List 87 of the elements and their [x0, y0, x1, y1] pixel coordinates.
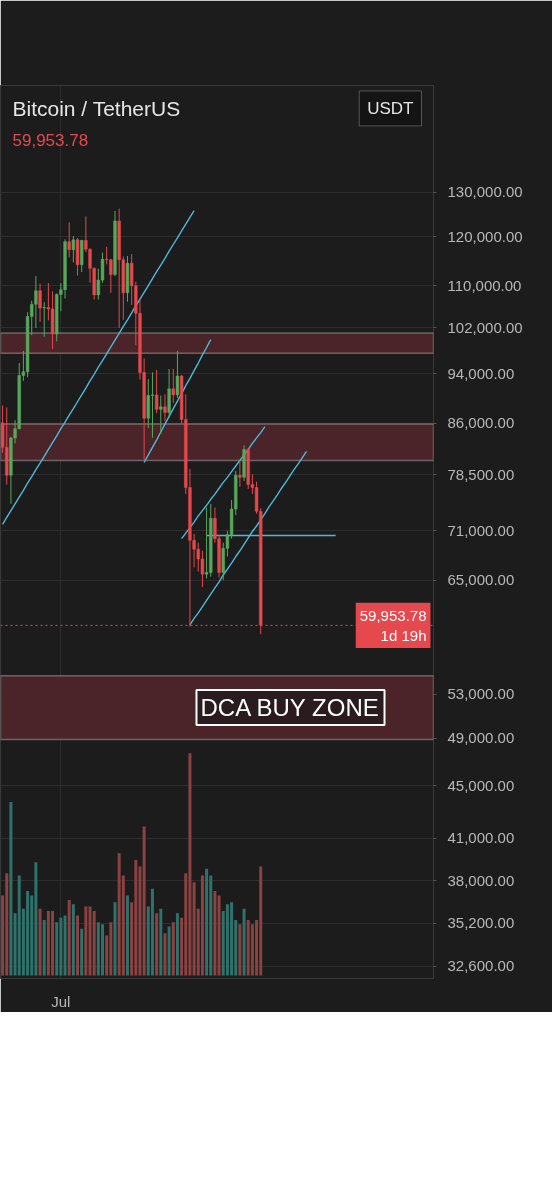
line-series — [143, 338, 212, 464]
y-tick-label: 86,000.00 — [447, 414, 515, 432]
bar — [200, 875, 204, 976]
candlestick — [42, 301, 46, 338]
bar — [38, 908, 42, 976]
candlestick — [204, 507, 209, 579]
bar — [76, 915, 80, 976]
bar — [205, 868, 209, 976]
candlestick — [163, 393, 167, 422]
bar — [134, 859, 138, 976]
bar — [217, 895, 221, 976]
candlestick — [167, 368, 171, 419]
bar — [167, 926, 171, 976]
y-tick-label: 65,000.00 — [447, 571, 515, 589]
y-tick-label: 41,000.00 — [447, 829, 515, 847]
y-tick-label: 45,000.00 — [447, 776, 515, 794]
bar — [213, 891, 217, 976]
bar — [17, 875, 21, 976]
candlestick — [171, 368, 175, 404]
y-tick-label: 94,000.00 — [447, 364, 515, 382]
y-axis-title: USDT — [367, 98, 414, 118]
bar — [238, 924, 242, 976]
bar — [171, 922, 175, 976]
y-tick-label: 110,000.00 — [447, 276, 522, 294]
bar — [159, 908, 163, 976]
bar — [46, 911, 50, 976]
y-tick-label: 53,000.00 — [447, 685, 515, 703]
bar — [92, 911, 96, 976]
bar — [5, 873, 9, 976]
candlestick — [159, 395, 163, 435]
bar — [42, 919, 46, 976]
bar — [175, 913, 179, 976]
candlestick — [154, 369, 159, 414]
bar — [63, 915, 67, 976]
y-tick-label: 120,000.00 — [447, 227, 523, 245]
candlestick — [34, 275, 38, 329]
bar — [88, 906, 92, 976]
line-series — [180, 426, 266, 540]
bar — [155, 913, 159, 976]
line-series — [1, 209, 195, 526]
bar — [34, 862, 38, 976]
bar — [259, 866, 263, 976]
y-tick-label: 71,000.00 — [447, 521, 515, 539]
candlestick — [109, 258, 113, 294]
candlestick — [71, 235, 76, 263]
bar — [163, 933, 167, 976]
bar — [113, 902, 117, 976]
bar — [26, 891, 30, 976]
bar — [96, 922, 100, 976]
text: 59,953.78 — [12, 131, 89, 151]
bar — [59, 917, 63, 976]
bar — [80, 928, 84, 976]
candlestick — [67, 221, 71, 258]
bar — [101, 924, 104, 976]
bar — [242, 908, 246, 976]
band-label: DCA BUY ZONE — [200, 694, 379, 722]
y-tick-label: 38,000.00 — [447, 871, 515, 889]
y-tick-label: 102,000.00 — [447, 318, 523, 336]
bar — [9, 802, 13, 976]
y-tick-label: 130,000.00 — [447, 183, 523, 201]
bar — [67, 899, 71, 976]
bar — [125, 895, 129, 976]
x-tick-label: Jul — [51, 992, 71, 1010]
bar — [55, 922, 59, 976]
bar — [246, 919, 250, 976]
bar — [117, 853, 121, 976]
bar — [84, 906, 88, 976]
y-tick-label: 78,500.00 — [447, 465, 515, 483]
y-tick-label: 49,000.00 — [447, 729, 515, 747]
bar — [71, 904, 75, 976]
y-tick-label: 32,600.00 — [447, 957, 515, 975]
y-tick-label: 35,200.00 — [447, 914, 515, 932]
candlestick — [150, 371, 155, 439]
bar — [188, 753, 192, 976]
bar — [51, 911, 55, 976]
candlestick — [175, 350, 180, 399]
bar — [142, 826, 146, 976]
candlestick — [238, 459, 242, 488]
text: Bitcoin / TetherUS — [12, 96, 181, 120]
bar — [230, 902, 234, 976]
bar — [225, 904, 229, 976]
bar — [192, 882, 196, 976]
bar — [250, 924, 254, 976]
bar — [150, 888, 154, 976]
ref-line-label: 59,953.78 1d 19h — [359, 606, 427, 645]
bar — [109, 922, 113, 976]
candlestick — [38, 283, 42, 323]
